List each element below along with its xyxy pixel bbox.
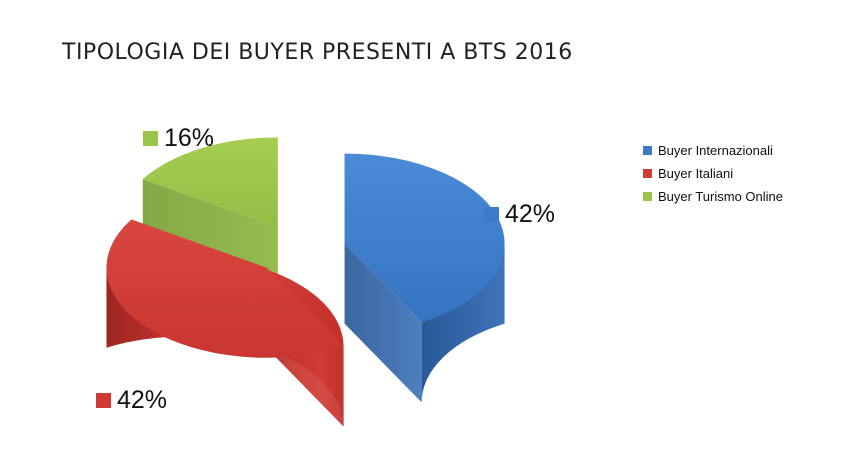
data-label-text: 42% xyxy=(117,386,167,414)
data-label-text: 42% xyxy=(505,200,555,228)
data-label-marker xyxy=(143,131,158,146)
pie-slice-buyer-italiani xyxy=(106,219,344,427)
chart-title: TIPOLOGIA DEI BUYER PRESENTI A BTS 2016 xyxy=(62,40,573,65)
legend-label: Buyer Italiani xyxy=(658,166,734,181)
legend-swatch xyxy=(643,169,652,178)
slice-top xyxy=(344,153,505,323)
data-label-text: 16% xyxy=(164,124,214,152)
pie-slice-buyer-internazionali xyxy=(344,153,505,403)
data-label-buyer-internazionali: 42% xyxy=(484,200,555,228)
data-label-marker xyxy=(96,393,111,408)
slice-top xyxy=(142,137,278,228)
legend-item-buyer-turismo-online: Buyer Turismo Online xyxy=(643,185,783,208)
chart-legend: Buyer Internazionali Buyer Italiani Buye… xyxy=(643,139,783,208)
legend-swatch xyxy=(643,192,652,201)
slice-top xyxy=(106,219,344,358)
data-label-marker xyxy=(484,207,499,222)
slice-wall xyxy=(344,243,422,403)
legend-label: Buyer Internazionali xyxy=(658,143,773,158)
legend-swatch xyxy=(643,146,652,155)
legend-label: Buyer Turismo Online xyxy=(658,189,783,204)
data-label-buyer-italiani: 42% xyxy=(96,386,167,414)
legend-item-buyer-internazionali: Buyer Internazionali xyxy=(643,139,783,162)
data-label-buyer-turismo-online: 16% xyxy=(143,124,214,152)
legend-item-buyer-italiani: Buyer Italiani xyxy=(643,162,783,185)
